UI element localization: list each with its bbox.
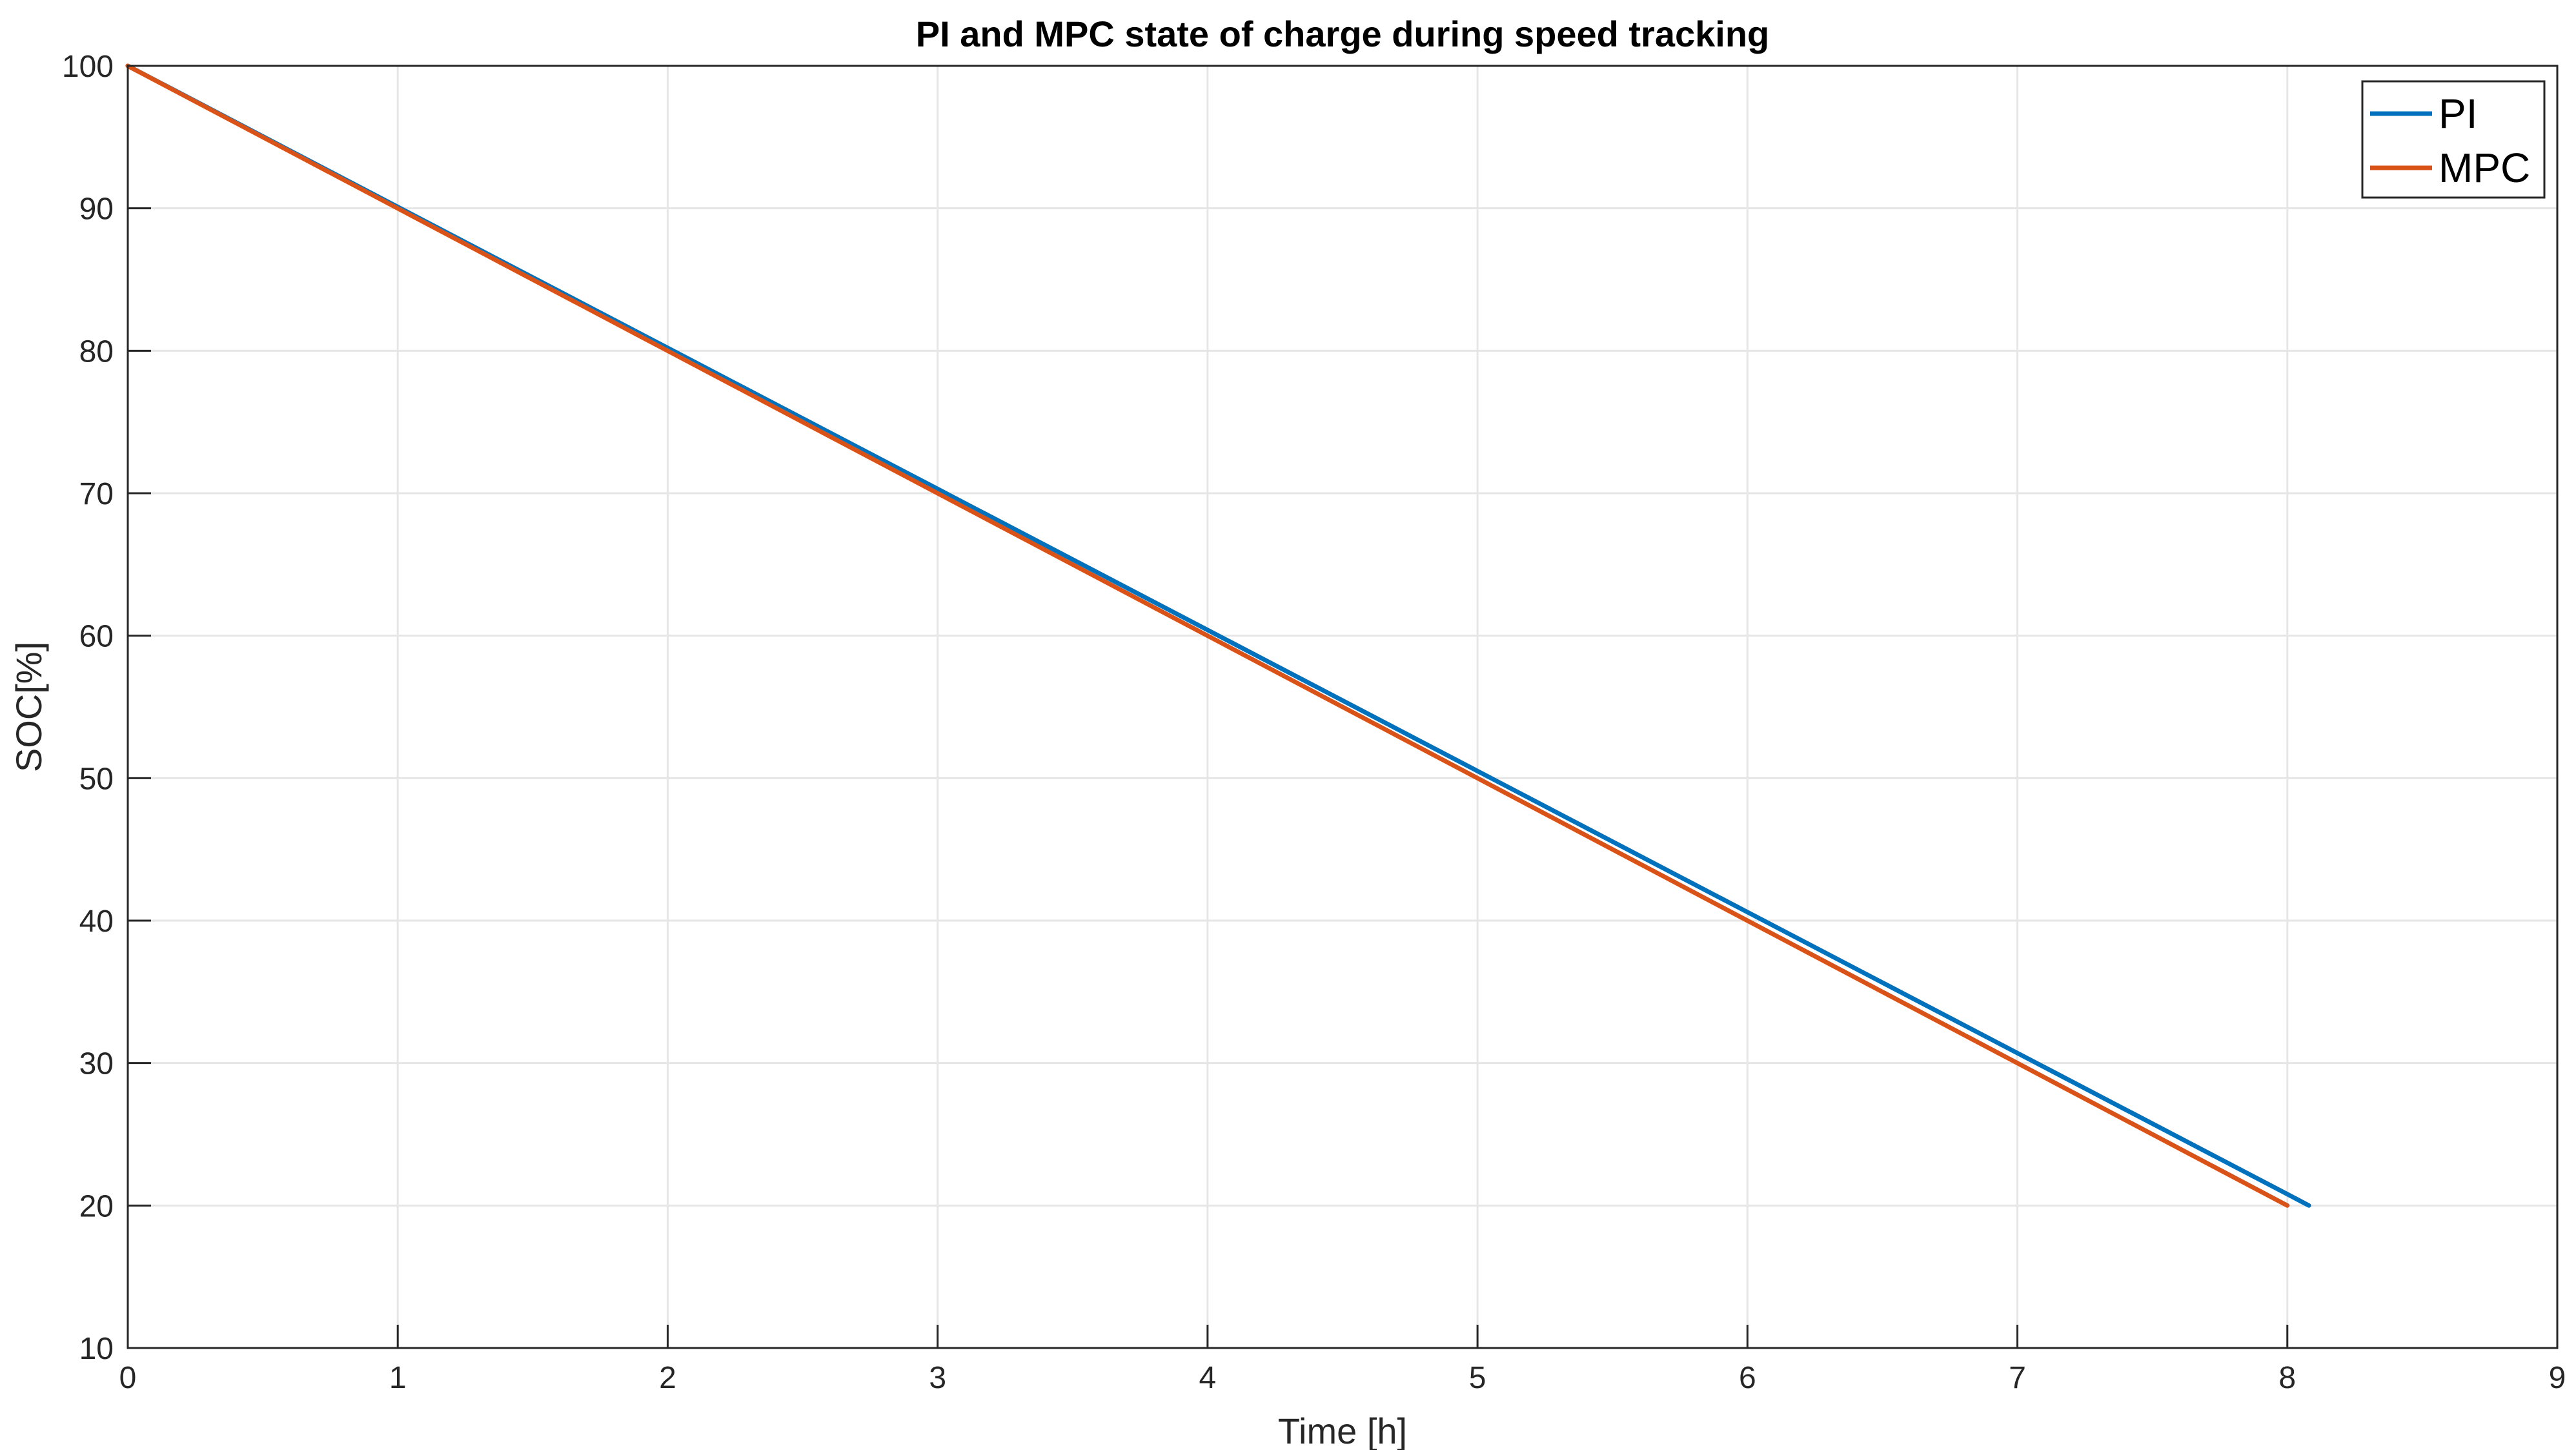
- x-tick-label: 2: [659, 1361, 676, 1395]
- x-tick-label: 3: [929, 1361, 946, 1395]
- chart-title: PI and MPC state of charge during speed …: [916, 14, 1769, 54]
- y-tick-label: 70: [79, 477, 114, 511]
- plot-series: [125, 63, 2311, 1208]
- y-tick-label: 100: [62, 50, 114, 84]
- legend: PI MPC: [2361, 80, 2546, 199]
- x-tick-label: 6: [1739, 1361, 1756, 1395]
- y-tick-label: 40: [79, 904, 114, 939]
- x-tick-label: 5: [1469, 1361, 1486, 1395]
- x-tick-label: 9: [2549, 1361, 2566, 1395]
- x-tick-label: 0: [119, 1361, 137, 1395]
- x-tick-label: 8: [2278, 1361, 2296, 1395]
- y-tick-label: 50: [79, 762, 114, 796]
- series-line-mpc: [125, 63, 2290, 1208]
- y-tick-label: 80: [79, 334, 114, 369]
- legend-label-pi: PI: [2439, 90, 2477, 137]
- legend-box: [2361, 80, 2546, 199]
- y-tick-label: 60: [79, 620, 114, 654]
- y-tick-label: 30: [79, 1047, 114, 1081]
- y-tick-label: 10: [79, 1332, 114, 1366]
- axes-frame: [127, 65, 2559, 1349]
- y-tick-label: 20: [79, 1189, 114, 1223]
- x-tick-label: 1: [389, 1361, 407, 1395]
- y-axis-label: SOC[%]: [8, 642, 49, 772]
- x-tick-label: 7: [2009, 1361, 2026, 1395]
- x-tick-label: 4: [1199, 1361, 1217, 1395]
- y-tick-label: 90: [79, 192, 114, 227]
- axis-ticks: 0 1 2 3 4 5 6 7 8 9 10 20 30 40 50 60 70 80 90 100: [62, 50, 2566, 1395]
- legend-label-mpc: MPC: [2439, 145, 2530, 191]
- x-axis-label: Time [h]: [1278, 1411, 1407, 1450]
